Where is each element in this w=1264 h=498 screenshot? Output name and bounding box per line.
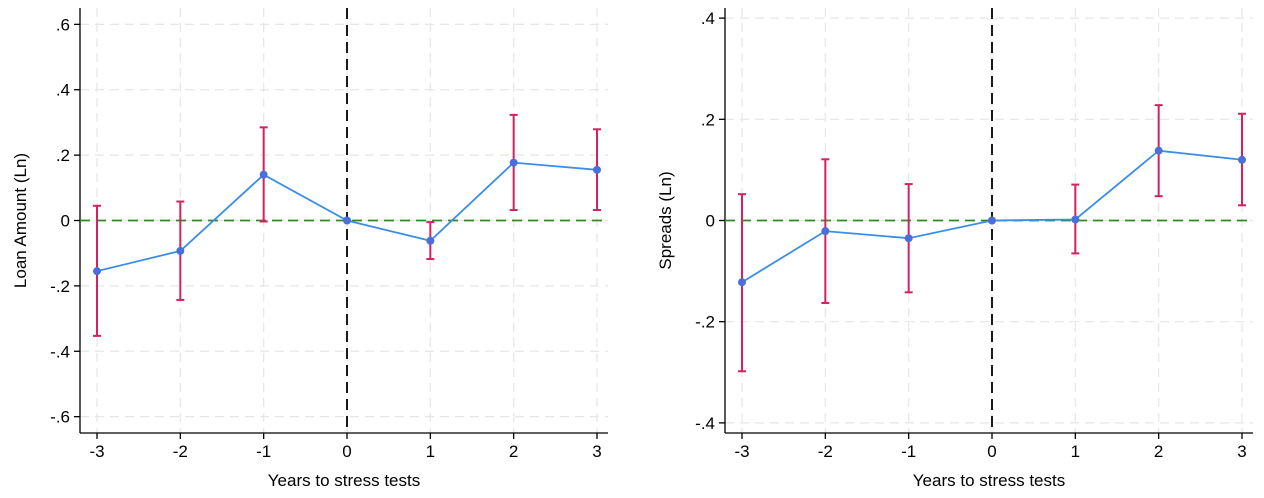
y-tick-label: .2 [56,146,70,165]
data-point [821,227,830,236]
x-tick-label: 1 [426,442,435,461]
loan-amount-panel: -.6 -.4 -.2 0 .2 .4 .6 -3 -2 -1 0 1 2 3 Years to stres… [11,8,608,490]
y-tick-label: -.4 [50,342,70,361]
data-point [904,234,913,243]
y-tick-label: -.2 [695,313,715,332]
data-point [509,158,518,167]
y-tick-label: .4 [56,81,70,100]
x-tick-label: 2 [509,442,518,461]
data-point [176,246,185,255]
x-tick-label: -2 [173,442,188,461]
data-point [426,236,435,245]
data-point [259,170,268,179]
x-tick-label: -1 [256,442,271,461]
x-axis-title: Years to stress tests [913,471,1065,490]
x-tick-label: 1 [1071,442,1080,461]
y-tick-label: .4 [701,9,715,28]
x-tick-label: 0 [987,442,996,461]
y-tick-label: -.4 [695,414,715,433]
x-tick-label: 3 [592,442,601,461]
y-tick-label: .2 [701,110,715,129]
data-point [1071,215,1080,224]
x-tick-label: -3 [89,442,104,461]
data-point [738,278,746,287]
data-point [343,216,351,225]
y-tick-label: 0 [706,212,715,231]
y-tick-label: -.6 [50,408,70,427]
y-axis-title: Loan Amount (Ln) [11,153,30,288]
data-point [1154,146,1163,155]
data-point [1238,155,1246,164]
x-tick-label: 2 [1154,442,1163,461]
x-tick-label: -2 [818,442,833,461]
data-point [93,267,101,276]
x-tick-label: 0 [342,442,351,461]
spreads-panel: -.4 -.2 0 .2 .4 -3 -2 -1 0 1 2 3 Years to stress tes… [656,8,1253,490]
x-tick-label: -1 [901,442,916,461]
x-tick-label: 3 [1237,442,1246,461]
x-tick-label: -3 [734,442,749,461]
y-tick-label: 0 [61,212,70,231]
y-axis-title: Spreads (Ln) [656,171,675,269]
data-point [593,165,601,174]
x-axis-title: Years to stress tests [268,471,420,490]
y-tick-label: -.2 [50,277,70,296]
data-point [988,216,996,225]
y-tick-label: .6 [56,15,70,34]
